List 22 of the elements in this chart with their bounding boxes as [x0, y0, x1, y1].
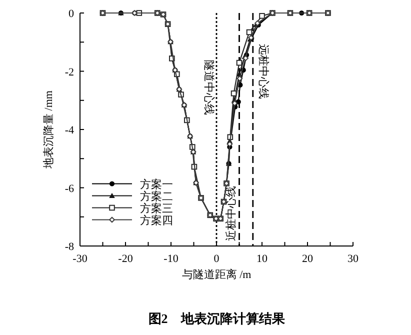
y-tick-label: -8 — [64, 241, 74, 253]
x-tick-label: -20 — [118, 253, 134, 265]
y-tick-label: -2 — [64, 66, 74, 78]
x-axis-title: 与隧道距离 /m — [182, 268, 252, 281]
legend-label: 方案四 — [140, 214, 173, 227]
y-tick-label: -4 — [64, 124, 74, 136]
y-axis-title: 地表沉降量 /mm — [42, 90, 55, 170]
legend-label: 方案一 — [140, 178, 173, 191]
x-tick-label: 0 — [214, 253, 220, 265]
y-tick-label: 0 — [68, 8, 74, 20]
legend-label: 方案二 — [140, 190, 173, 203]
x-tick-label: 10 — [256, 253, 268, 265]
y-tick-label: -6 — [64, 182, 74, 195]
ref-line-label: 远桩中心线 — [256, 44, 270, 99]
x-tick-label: -30 — [72, 253, 88, 265]
x-tick-label: -10 — [164, 253, 179, 265]
text: 图2 地表沉降计算结果 — [148, 311, 286, 326]
legend-label: 方案三 — [140, 202, 173, 215]
ref-line-label: 隧道中心线 — [202, 60, 216, 116]
x-tick-label: 20 — [302, 253, 314, 265]
ref-line-label: 近桩中心线 — [224, 186, 238, 241]
x-tick-label: 30 — [348, 253, 359, 265]
